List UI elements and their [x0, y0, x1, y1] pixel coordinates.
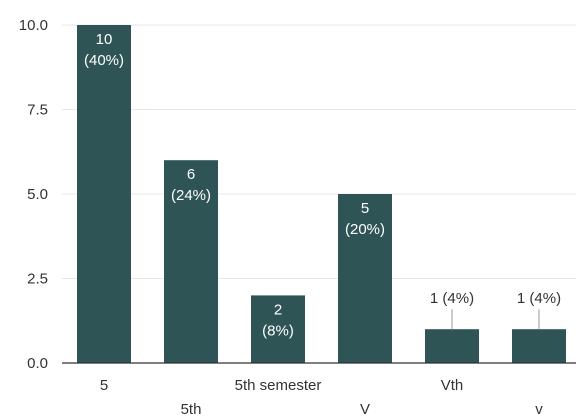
bar-percent-label: (40%) [84, 52, 124, 69]
bar [164, 160, 218, 363]
y-tick-label: 7.5 [27, 102, 48, 119]
bar-percent-label: (8%) [262, 322, 294, 339]
bar-percent-label: (20%) [345, 221, 385, 238]
y-tick-label: 5.0 [27, 186, 48, 203]
x-axis-ticks: 5 5th 5th semester V Vth v [100, 377, 543, 418]
bar-percent-label: (24%) [171, 187, 211, 204]
x-tick-label: 5th [181, 401, 202, 418]
x-tick-label: V [360, 401, 370, 418]
y-tick-label: 2.5 [27, 271, 48, 288]
x-tick-label: 5 [100, 377, 108, 394]
x-tick-label: Vth [441, 377, 464, 394]
x-tick-label: v [535, 401, 543, 418]
y-tick-label: 10.0 [19, 17, 48, 34]
y-tick-label: 0.0 [27, 355, 48, 372]
bar-value-label: 2 [274, 301, 282, 318]
bar-value-label: 6 [187, 166, 195, 183]
gridlines [62, 24, 576, 279]
bars: 10 (40%) 6 (24%) 2 (8%) 5 (20%) 1 (4%) 1 (4%) [77, 25, 566, 363]
bar [425, 329, 479, 363]
x-tick-label: 5th semester [235, 377, 322, 394]
bar [77, 25, 131, 363]
bar-value-label: 10 [96, 31, 113, 48]
bar-value-label: 1 (4%) [517, 290, 561, 307]
bar [251, 295, 305, 363]
y-axis-ticks: 0.0 2.5 5.0 7.5 10.0 [19, 17, 48, 372]
bar-value-label: 5 [361, 200, 369, 217]
bar [512, 329, 566, 363]
bar [338, 194, 392, 363]
bar-value-label: 1 (4%) [430, 290, 474, 307]
